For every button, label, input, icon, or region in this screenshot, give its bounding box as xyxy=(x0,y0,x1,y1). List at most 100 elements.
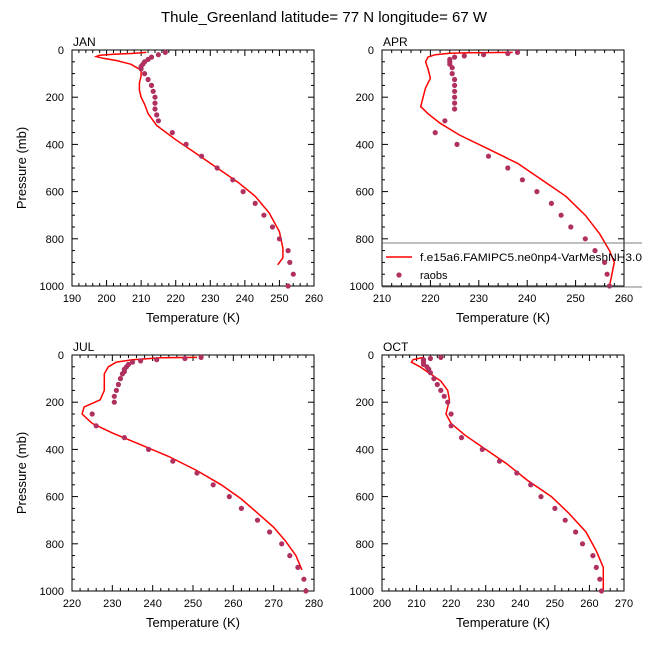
obs-point xyxy=(519,177,526,183)
x-tick-label: 220 xyxy=(167,293,185,305)
obs-point xyxy=(438,387,444,393)
x-tick-label: 250 xyxy=(270,293,288,305)
y-tick-label: 1000 xyxy=(350,586,374,598)
y-tick-label: 0 xyxy=(58,45,64,57)
y-tick-label: 1000 xyxy=(350,281,374,293)
obs-point xyxy=(111,399,117,405)
y-tick-label: 400 xyxy=(46,139,64,151)
x-axis-label: Temperature (K) xyxy=(456,615,550,630)
y-tick-label: 0 xyxy=(368,350,374,362)
obs-point xyxy=(301,576,307,582)
obs-point xyxy=(538,494,544,500)
obs-point xyxy=(448,411,454,417)
obs-point xyxy=(261,212,267,218)
panel-label: APR xyxy=(383,35,408,49)
obs-point xyxy=(514,470,520,476)
obs-point xyxy=(170,458,176,464)
obs-point xyxy=(155,118,161,124)
panel-label: OCT xyxy=(383,340,409,354)
obs-point xyxy=(445,399,451,405)
obs-point xyxy=(89,411,95,417)
x-tick-label: 260 xyxy=(580,598,598,610)
obs-point xyxy=(198,354,204,360)
x-tick-label: 240 xyxy=(518,293,536,305)
obs-point xyxy=(285,248,291,254)
obs-point xyxy=(152,94,158,100)
plot-frame xyxy=(71,354,315,592)
x-tick-label: 200 xyxy=(97,293,115,305)
figure-title: Thule_Greenland latitude= 77 N longitude… xyxy=(161,9,488,26)
panel-oct: 200 210 220 230 240 250 260 270 0 200 400 600 800 100… xyxy=(350,340,634,630)
obs-point xyxy=(558,212,564,218)
model-profile-line xyxy=(81,356,303,571)
obs-point xyxy=(590,553,596,559)
y-tick-label: 0 xyxy=(368,45,374,57)
panel-jul: 220 230 240 250 260 270 280 0 200 400 600 800 1000 JU… xyxy=(14,340,323,630)
obs-point xyxy=(93,423,99,429)
obs-point xyxy=(182,355,188,362)
plot-frame xyxy=(381,354,625,592)
x-tick-label: 260 xyxy=(305,293,323,305)
obs-point xyxy=(579,541,586,547)
obs-point xyxy=(285,283,291,289)
panel-label: JAN xyxy=(73,35,96,49)
obs-point xyxy=(115,381,121,388)
obs-point xyxy=(582,236,588,242)
obs-point xyxy=(496,458,503,464)
legend: f.e15a6.FAMIPC5.ne0np4-VarMeshNH3.0 raobs xyxy=(382,242,642,288)
panel-label: JUL xyxy=(73,340,95,354)
obs-point xyxy=(121,435,127,441)
obs-point xyxy=(454,141,460,147)
x-tick-label: 230 xyxy=(477,598,495,610)
obs-point xyxy=(252,200,258,206)
obs-point xyxy=(598,588,605,594)
obs-point xyxy=(438,354,444,360)
x-tick-label: 260 xyxy=(615,293,633,305)
obs-point xyxy=(442,118,448,124)
y-tick-label: 400 xyxy=(46,444,64,456)
obs-point xyxy=(431,376,437,382)
obs-point xyxy=(138,66,144,72)
x-tick-label: 270 xyxy=(615,598,633,610)
obs-point xyxy=(552,505,558,511)
obs-point xyxy=(534,189,540,195)
obs-point xyxy=(452,54,458,60)
obs-point xyxy=(452,94,458,100)
obs-point xyxy=(119,371,125,377)
x-tick-label: 240 xyxy=(236,293,254,305)
obs-point xyxy=(240,189,246,195)
x-tick-label: 230 xyxy=(201,293,219,305)
y-tick-label: 200 xyxy=(356,397,374,409)
y-tick-label: 600 xyxy=(356,492,374,504)
obs-point xyxy=(162,49,168,56)
obs-point xyxy=(505,165,511,171)
x-tick-label: 210 xyxy=(373,293,391,305)
obs-point xyxy=(452,88,458,94)
y-tick-label: 400 xyxy=(356,139,374,151)
obs-point xyxy=(485,153,492,159)
obs-point xyxy=(452,106,458,112)
x-tick-label: 260 xyxy=(224,598,242,610)
obs-point xyxy=(481,52,487,58)
x-axis-label: Temperature (K) xyxy=(146,615,240,630)
obs-point xyxy=(528,482,534,488)
y-tick-label: 1000 xyxy=(40,586,64,598)
obs-point xyxy=(230,177,236,183)
x-tick-label: 220 xyxy=(442,598,460,610)
x-tick-label: 280 xyxy=(305,598,323,610)
x-tick-label: 220 xyxy=(421,293,439,305)
x-tick-label: 200 xyxy=(373,598,391,610)
obs-point xyxy=(458,435,465,441)
obs-point xyxy=(152,106,158,112)
x-tick-label: 240 xyxy=(511,598,529,610)
obs-point xyxy=(461,53,467,59)
obs-point xyxy=(113,387,119,393)
obs-point xyxy=(117,376,123,382)
y-tick-label: 200 xyxy=(46,92,64,104)
y-tick-label: 800 xyxy=(356,234,374,246)
obs-point xyxy=(606,283,613,289)
obs-point xyxy=(432,130,438,136)
obs-point xyxy=(226,494,232,500)
